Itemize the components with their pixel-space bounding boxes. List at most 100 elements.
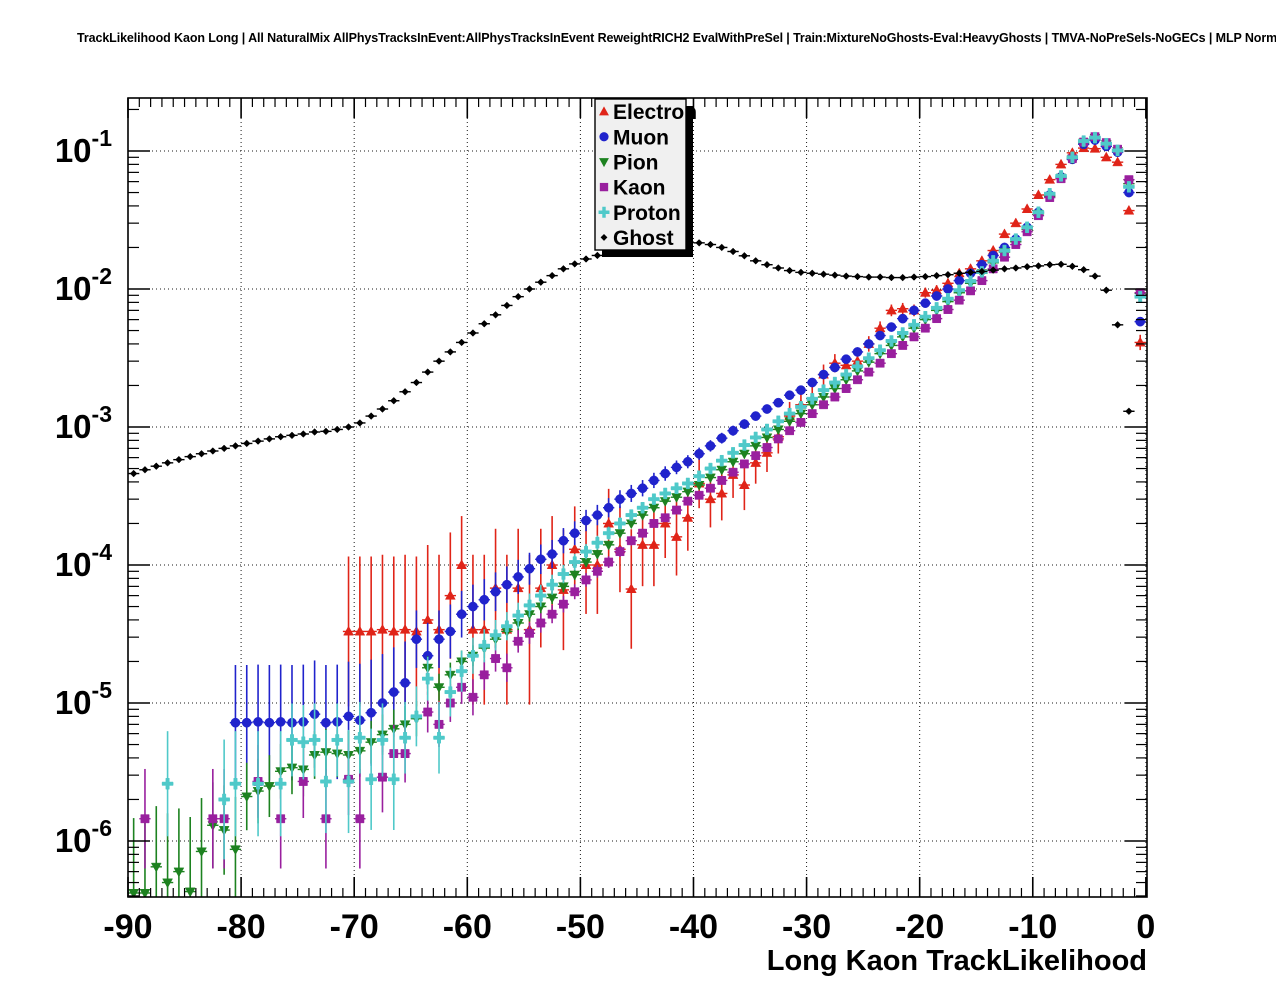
data-point bbox=[468, 601, 478, 612]
data-point bbox=[682, 456, 693, 467]
data-point bbox=[920, 323, 930, 333]
data-point bbox=[966, 286, 975, 296]
data-point bbox=[1134, 336, 1146, 347]
data-point bbox=[547, 549, 557, 559]
data-point bbox=[671, 462, 682, 473]
data-point bbox=[469, 329, 477, 337]
data-point bbox=[615, 547, 625, 557]
data-point bbox=[197, 449, 206, 458]
data-point bbox=[817, 384, 830, 396]
data-point bbox=[773, 397, 784, 408]
data-point bbox=[412, 378, 421, 387]
data-point bbox=[1055, 170, 1067, 182]
data-point bbox=[830, 362, 840, 373]
x-axis-title: Long Kaon TrackLikelihood bbox=[767, 945, 1147, 977]
legend-marker-triangle-up-icon bbox=[599, 106, 609, 116]
data-point bbox=[682, 512, 694, 522]
data-point bbox=[919, 310, 932, 323]
data-point bbox=[727, 457, 739, 468]
data-point bbox=[1012, 264, 1020, 272]
data-point bbox=[637, 483, 648, 494]
data-point bbox=[944, 270, 952, 279]
data-point bbox=[1023, 262, 1031, 271]
data-point bbox=[537, 278, 545, 286]
data-point bbox=[422, 614, 434, 624]
data-point bbox=[614, 529, 626, 539]
data-point bbox=[761, 423, 773, 436]
legend-entry-proton: Proton bbox=[598, 202, 681, 225]
data-point bbox=[1111, 144, 1124, 157]
data-point bbox=[763, 260, 771, 269]
y-tick-label: 10-2 bbox=[55, 263, 112, 307]
data-point bbox=[818, 369, 829, 380]
legend-marker-triangle-down-icon bbox=[599, 158, 609, 168]
data-point bbox=[718, 243, 726, 252]
data-point bbox=[218, 793, 230, 806]
data-point bbox=[163, 459, 172, 467]
data-point bbox=[966, 268, 975, 277]
data-point bbox=[208, 814, 218, 824]
data-point bbox=[943, 305, 953, 314]
data-point bbox=[569, 556, 581, 568]
series-ghost bbox=[128, 236, 1135, 478]
data-point bbox=[175, 455, 183, 464]
data-point bbox=[716, 433, 727, 444]
data-point bbox=[343, 625, 354, 636]
data-point bbox=[910, 273, 918, 281]
legend-entry-kaon: Kaon bbox=[599, 177, 666, 200]
data-point bbox=[919, 286, 931, 297]
data-point bbox=[603, 517, 615, 528]
data-point bbox=[399, 623, 411, 634]
data-point bbox=[557, 568, 570, 580]
legend-marker-cross-icon bbox=[598, 206, 610, 218]
data-point bbox=[1045, 260, 1054, 269]
data-point bbox=[783, 407, 796, 420]
data-point bbox=[864, 367, 874, 377]
data-point bbox=[559, 265, 568, 273]
data-point bbox=[683, 496, 693, 506]
data-point bbox=[173, 867, 185, 878]
x-tick-label: 0 bbox=[1136, 908, 1155, 946]
data-point bbox=[785, 426, 795, 436]
data-point bbox=[344, 423, 353, 431]
axis-labels: -90 -80 -70 -60 -50 -40 -30 -20 -10 0 10-1 10-2 10-3… bbox=[55, 125, 1156, 977]
data-point bbox=[649, 475, 659, 486]
data-point bbox=[569, 543, 581, 554]
data-point bbox=[378, 772, 387, 782]
data-point bbox=[593, 251, 602, 260]
data-point bbox=[444, 686, 457, 698]
data-point bbox=[502, 579, 512, 590]
data-point bbox=[536, 618, 546, 628]
legend-entry-ghost: Ghost bbox=[600, 227, 674, 250]
data-point bbox=[806, 393, 818, 405]
data-point bbox=[592, 566, 602, 576]
data-point bbox=[978, 267, 986, 276]
data-point bbox=[410, 710, 423, 723]
data-point bbox=[479, 594, 490, 605]
data-point bbox=[625, 509, 637, 521]
data-point bbox=[807, 409, 817, 419]
data-point bbox=[795, 401, 807, 413]
data-point bbox=[1010, 233, 1022, 245]
data-point bbox=[659, 487, 671, 500]
data-point bbox=[274, 778, 287, 790]
data-point bbox=[546, 578, 558, 591]
data-point bbox=[570, 260, 579, 268]
data-point bbox=[446, 348, 455, 356]
data-point bbox=[523, 599, 536, 612]
axes bbox=[127, 97, 1148, 898]
data-point bbox=[457, 338, 466, 347]
data-point bbox=[706, 483, 715, 493]
data-point bbox=[1000, 265, 1009, 273]
data-point bbox=[582, 255, 590, 263]
data-point bbox=[1113, 321, 1122, 329]
data-point bbox=[876, 273, 884, 281]
data-point bbox=[751, 451, 761, 461]
data-point bbox=[886, 322, 897, 332]
data-point bbox=[1091, 272, 1099, 280]
legend-marker-circle-icon bbox=[599, 132, 609, 142]
data-point bbox=[400, 677, 410, 688]
data-point bbox=[581, 575, 591, 585]
data-point bbox=[514, 292, 522, 301]
